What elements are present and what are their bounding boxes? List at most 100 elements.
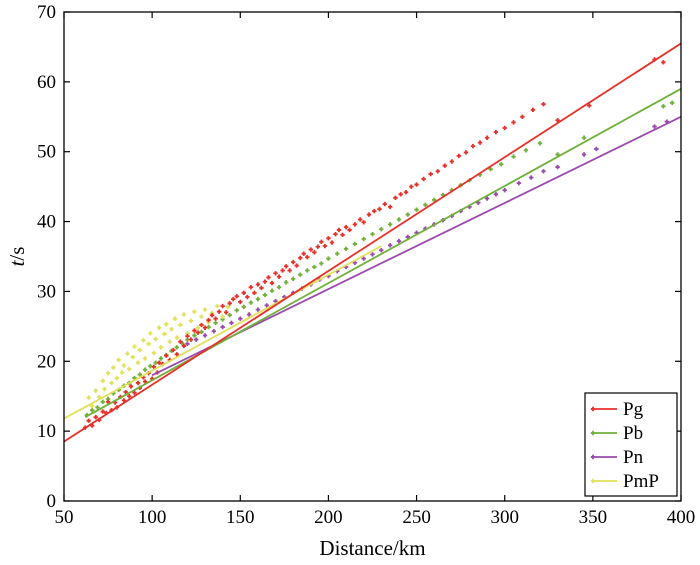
data-point-pb: [276, 285, 282, 290]
data-point-pb: [142, 367, 148, 372]
data-point-pmp: [195, 325, 201, 330]
data-point-pn: [541, 169, 546, 174]
data-point-pmp: [105, 370, 111, 376]
data-point-pg: [352, 222, 358, 227]
data-point-pg: [216, 309, 222, 314]
y-tick-label: 20: [37, 351, 56, 372]
data-point-pb: [248, 300, 254, 305]
legend-marker-pn: [590, 454, 596, 460]
legend-label-pmp: PmP: [623, 471, 659, 492]
y-tick-label: 40: [37, 212, 56, 233]
data-point-pmp: [109, 380, 114, 386]
data-point-pmp: [127, 366, 132, 372]
data-point-pb: [227, 312, 232, 318]
data-point-pb: [234, 308, 239, 313]
x-tick-label: 350: [579, 507, 608, 528]
data-point-pg: [305, 254, 310, 260]
data-point-pn: [493, 192, 499, 197]
data-point-pmp: [137, 347, 143, 353]
data-point-pg: [511, 120, 516, 125]
data-point-pg: [283, 264, 289, 269]
data-point-pg: [329, 240, 335, 245]
data-point-pg: [142, 379, 148, 384]
data-point-pmp: [100, 378, 105, 384]
data-point-pg: [248, 285, 254, 290]
data-point-pg: [195, 330, 201, 335]
data-point-pb: [661, 104, 666, 109]
data-point-pmp: [148, 331, 153, 336]
x-tick-label: 250: [402, 507, 431, 528]
data-point-pg: [530, 107, 536, 112]
data-point-pg: [234, 294, 239, 299]
data-point-pn: [652, 124, 657, 129]
data-point-pg: [127, 394, 132, 399]
data-point-pg: [259, 285, 264, 291]
data-point-pmp: [181, 312, 187, 317]
legend-box: [584, 392, 678, 497]
data-point-pg: [456, 153, 462, 159]
data-point-pn: [264, 303, 269, 308]
data-point-pg: [245, 294, 250, 300]
x-tick-label: 50: [55, 507, 74, 528]
data-point-pmp: [121, 363, 127, 368]
data-point-pn: [246, 312, 252, 317]
data-point-pg: [387, 204, 393, 210]
data-point-pb: [511, 154, 516, 159]
fit-line-pmp: [64, 245, 382, 420]
data-point-pn: [194, 337, 199, 342]
data-point-pg: [123, 389, 128, 395]
data-point-pb: [379, 227, 384, 232]
data-point-pn: [211, 329, 217, 334]
data-point-pg: [252, 290, 257, 296]
data-point-pn: [516, 180, 522, 186]
y-tick-label: 60: [37, 72, 56, 93]
data-point-pb: [305, 268, 310, 273]
data-point-pmp: [167, 339, 172, 344]
y-tick-label: 10: [37, 421, 56, 442]
data-point-pmp: [178, 322, 183, 328]
data-point-pb: [370, 231, 375, 237]
data-point-pb: [414, 207, 419, 212]
data-point-pmp: [90, 403, 95, 409]
data-point-pmp: [153, 336, 158, 342]
data-point-pg: [326, 236, 331, 241]
data-point-pmp: [86, 395, 91, 400]
data-point-pg: [231, 296, 236, 302]
data-point-pg: [366, 212, 372, 217]
legend: Pg Pb Pn PmP: [584, 392, 678, 497]
data-point-pg: [202, 325, 208, 330]
data-point-pg: [93, 414, 98, 420]
data-point-pg: [213, 316, 218, 321]
data-point-pmp: [151, 350, 157, 356]
data-point-pg: [287, 268, 292, 273]
data-point-pmp: [132, 344, 137, 349]
data-point-pmp: [111, 365, 116, 370]
data-point-pn: [229, 320, 234, 326]
data-point-pb: [158, 356, 164, 361]
data-point-pg: [262, 279, 268, 284]
data-point-pmp: [199, 314, 204, 319]
data-point-pmp: [172, 316, 178, 321]
data-point-pmp: [162, 331, 167, 337]
data-point-pg: [463, 150, 469, 155]
data-point-pg: [398, 192, 403, 197]
series-pn-points: [185, 119, 670, 347]
data-point-pg: [220, 303, 225, 309]
plot-area: [64, 42, 681, 443]
data-point-pg: [164, 353, 169, 358]
y-tick-label: 30: [37, 281, 56, 302]
data-point-pb: [581, 135, 587, 140]
legend-label-pg: Pg: [623, 399, 644, 420]
data-point-pn: [202, 333, 208, 338]
data-point-pn: [361, 256, 366, 261]
fit-line-pg: [64, 42, 681, 443]
data-point-pb: [498, 162, 504, 167]
data-point-pg: [135, 380, 141, 386]
data-point-pg: [105, 399, 111, 405]
data-point-pg: [484, 135, 490, 140]
data-point-pb: [423, 202, 428, 208]
data-point-pmp: [188, 318, 194, 323]
data-point-pg: [206, 317, 211, 323]
data-point-pb: [298, 272, 303, 277]
